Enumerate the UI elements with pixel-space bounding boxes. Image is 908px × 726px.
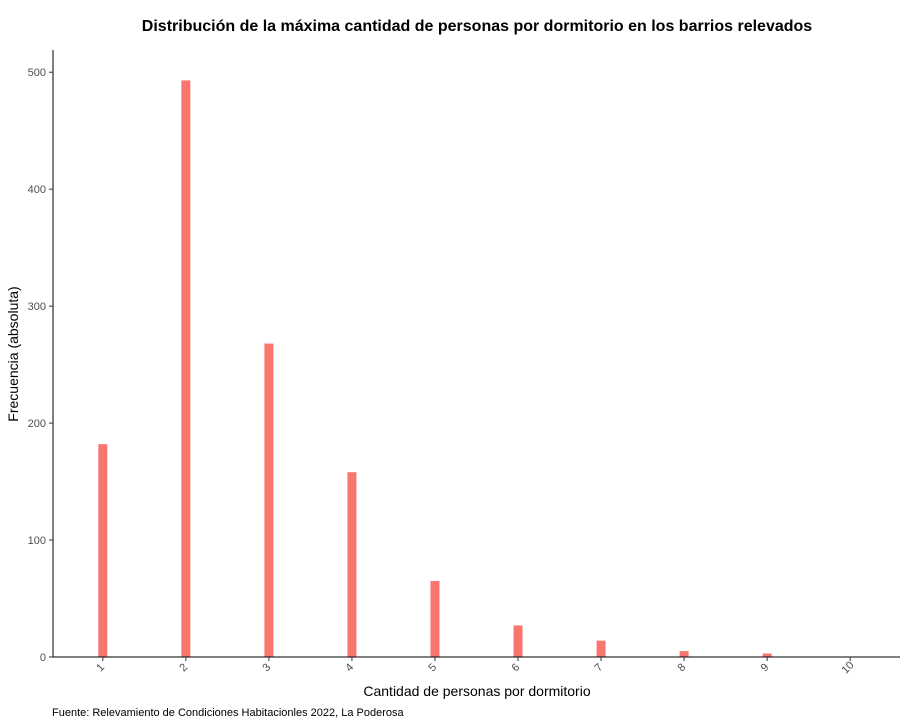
x-axis-title: Cantidad de personas por dormitorio bbox=[363, 683, 590, 699]
y-tick-label-200: 200 bbox=[28, 418, 46, 430]
x-tick-label-1: 1 bbox=[94, 661, 107, 674]
bar-9 bbox=[762, 653, 772, 657]
chart-title: Distribución de la máxima cantidad de pe… bbox=[142, 18, 813, 35]
x-tick-label-10: 10 bbox=[839, 659, 856, 676]
x-tick-label-4: 4 bbox=[343, 661, 356, 674]
x-tick-label-7: 7 bbox=[593, 661, 606, 674]
y-tick-label-300: 300 bbox=[28, 301, 46, 313]
bar-7 bbox=[596, 640, 606, 657]
x-axis: 1 2 3 4 5 6 7 8 9 10 bbox=[53, 656, 900, 676]
y-axis: 0 100 200 300 400 500 bbox=[28, 50, 54, 664]
x-tick-label-2: 2 bbox=[177, 661, 190, 674]
y-axis-title: Frecuencia (absoluta) bbox=[5, 286, 21, 421]
bar-1 bbox=[98, 444, 108, 657]
y-tick-label-500: 500 bbox=[28, 67, 46, 79]
bar-8 bbox=[679, 651, 689, 657]
bar-5 bbox=[430, 580, 440, 657]
bar-6 bbox=[513, 625, 523, 657]
bar-2 bbox=[181, 80, 191, 658]
bar-4 bbox=[347, 472, 357, 657]
x-tick-label-8: 8 bbox=[676, 661, 689, 674]
x-tick-label-5: 5 bbox=[426, 661, 439, 674]
y-tick-label-400: 400 bbox=[28, 184, 46, 196]
x-tick-label-6: 6 bbox=[509, 661, 522, 674]
x-tick-label-9: 9 bbox=[759, 661, 772, 674]
source-caption: Fuente: Relevamiento de Condiciones Habi… bbox=[52, 707, 404, 719]
bars-group bbox=[98, 80, 772, 658]
x-tick-label-3: 3 bbox=[260, 661, 273, 674]
y-tick-label-0: 0 bbox=[40, 652, 46, 664]
bar-3 bbox=[264, 343, 274, 657]
y-tick-label-100: 100 bbox=[28, 535, 46, 547]
